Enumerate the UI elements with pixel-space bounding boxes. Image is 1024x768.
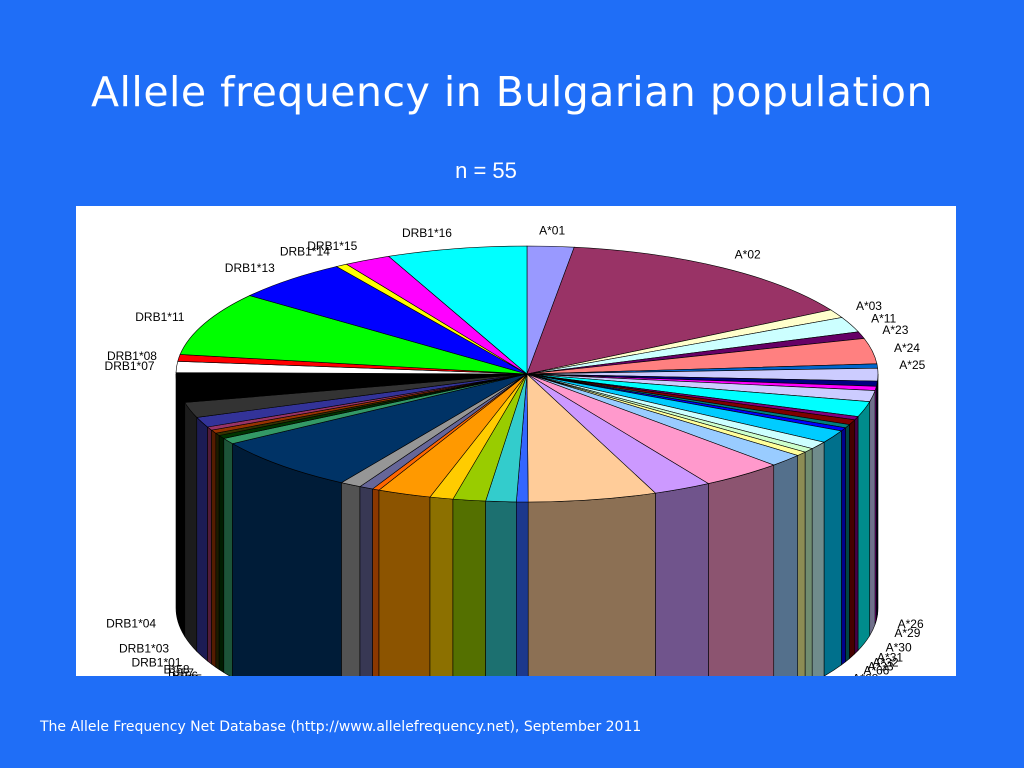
pie-label-drb1-15: DRB1*15	[307, 239, 357, 253]
pie-side-A*31	[854, 415, 859, 655]
pie-side-B*56	[215, 432, 220, 671]
pie-side-B*55	[218, 434, 225, 674]
pie-side-B*40	[452, 498, 486, 676]
pie-label-a-66: A*66	[863, 663, 889, 676]
pie-side-A*68	[823, 430, 842, 676]
pie-slice-B*51	[231, 373, 528, 483]
pie-side-A*30	[857, 400, 871, 652]
chart-panel: A*01 A*02 A*03 A*11 A*23 A*24 A*25 A*26 A*29 A*30…	[76, 206, 956, 676]
pie-label-b-58: B*58	[164, 662, 190, 676]
pie-label-drb1-07: DRB1*07	[105, 359, 155, 373]
pie-label-a-03: A*03	[856, 299, 882, 313]
pie-side-B*37	[516, 501, 529, 676]
pie-label-a-29: A*29	[894, 626, 920, 640]
pie-label-a-02: A*02	[735, 247, 761, 261]
pie-chart: A*01 A*02 A*03A*11A*23 A*24 A*25 A*26A*29A*30…	[105, 223, 926, 676]
pie-side-B*47	[372, 488, 380, 676]
pie-label-a-23: A*23	[882, 323, 908, 337]
pie-side-A*33	[845, 423, 850, 663]
pie-side-B*44	[378, 489, 431, 676]
slide-title: Allele frequency in Bulgarian population	[90, 68, 933, 116]
pie-label-a-11: A*11	[871, 311, 896, 325]
pie-side-B*50	[341, 482, 361, 676]
pie-slice-DRB1*16	[388, 245, 528, 375]
pie-label-b-57: B*57	[168, 666, 194, 676]
pie-label-drb1-16: DRB1*16	[402, 226, 452, 240]
pie-side-B*27	[655, 483, 709, 676]
pie-slice-DRB1*11	[179, 295, 528, 375]
pie-label-b-56: B*56	[172, 669, 198, 676]
pie-side-B*49	[359, 486, 373, 676]
pie-side-DRB1*03	[184, 401, 198, 653]
pie-label-b-55: B*55	[176, 672, 202, 676]
pie-side-B*58	[207, 426, 212, 665]
pie-side-A*32	[849, 419, 856, 660]
pie-side-B*18	[708, 464, 775, 676]
pie-label-a-30: A*30	[886, 641, 912, 655]
pie-label-drb1-04: DRB1*04	[106, 616, 156, 630]
pie-label-drb1-14: DRB1*14	[280, 245, 330, 259]
pie-label-drb1-11: DRB1*11	[135, 310, 184, 324]
pie-side-B*07	[811, 441, 825, 676]
pie-label-a-26: A*26	[898, 617, 924, 631]
pie-label-drb1-08: DRB1*08	[107, 349, 157, 363]
pie-side-B*52	[223, 437, 233, 676]
pie-label-drb1-03: DRB1*03	[119, 642, 169, 656]
pie-side-A*66	[841, 427, 846, 666]
pie-label-a-24: A*24	[894, 341, 920, 355]
pie-label-drb1-13: DRB1*13	[225, 261, 275, 275]
pie-label-a-68: A*68	[852, 671, 878, 676]
pie-label-a-33: A*33	[868, 660, 894, 674]
pie-side-B*08	[804, 448, 813, 676]
pie-label-a-25: A*25	[899, 358, 925, 372]
pie-slice-A*02	[526, 246, 832, 375]
pie-side-B*57	[211, 429, 217, 668]
source-footer: The Allele Frequency Net Database (http:…	[40, 719, 642, 735]
pie-side-B*15	[773, 455, 798, 676]
pie-label-a-31: A*31	[877, 651, 903, 665]
pie-side-DRB1*04	[175, 373, 186, 638]
pie-label-a-32: A*32	[873, 655, 899, 669]
pie-label-drb1-01: DRB1*01	[131, 655, 181, 669]
pie-side-B*41	[429, 496, 454, 676]
pie-side-B*35	[527, 492, 656, 676]
pie-side-B*38	[485, 500, 517, 676]
pie-slice-B*35	[526, 373, 657, 503]
pie-side-B*14	[797, 451, 806, 676]
chart-subtitle: n = 55	[455, 158, 517, 183]
pie-side-DRB1*01	[196, 416, 208, 662]
pie-label-a-01: A*01	[539, 223, 565, 237]
pie-side-A*29	[869, 390, 876, 637]
